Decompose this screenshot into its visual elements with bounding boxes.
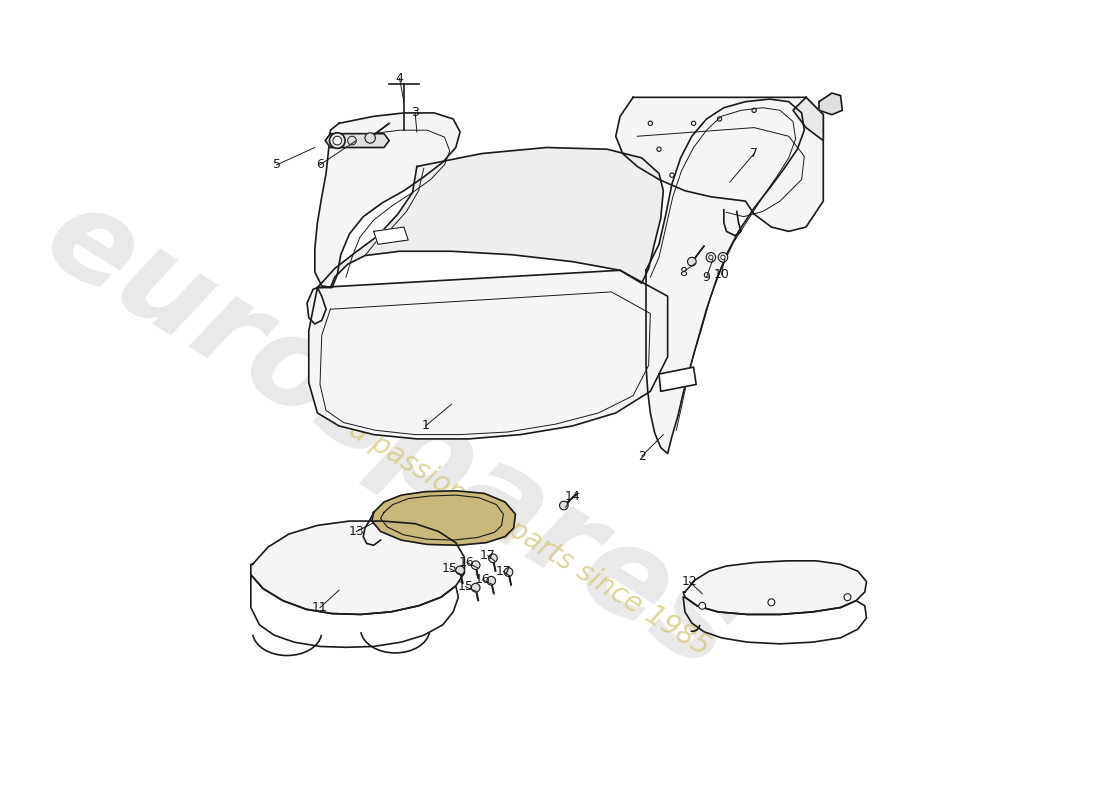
Circle shape [844,594,851,601]
Circle shape [706,253,716,262]
Text: 8: 8 [679,266,688,278]
Circle shape [471,583,480,592]
Polygon shape [251,521,464,614]
Text: 6: 6 [316,158,323,171]
Text: 5: 5 [273,158,280,171]
Text: 9: 9 [703,270,711,284]
Text: 11: 11 [312,601,328,614]
Polygon shape [307,287,326,324]
Circle shape [718,253,728,262]
Polygon shape [793,98,823,141]
Circle shape [348,136,356,145]
Polygon shape [616,98,823,231]
Polygon shape [374,227,408,244]
Polygon shape [318,147,663,287]
Circle shape [330,133,345,148]
Text: eurospares: eurospares [24,174,758,695]
Polygon shape [683,561,867,614]
Text: 4: 4 [396,72,404,85]
Circle shape [768,599,774,606]
Text: 12: 12 [681,575,697,588]
Circle shape [504,568,513,577]
Text: a passion for parts since 1985: a passion for parts since 1985 [344,415,715,662]
Text: 13: 13 [349,525,364,538]
Circle shape [708,255,713,259]
Text: 16: 16 [475,574,491,586]
Polygon shape [646,99,804,454]
Circle shape [455,566,464,574]
Circle shape [488,554,497,562]
Circle shape [471,561,480,570]
Polygon shape [659,367,696,391]
Text: 15: 15 [442,562,458,575]
Text: 10: 10 [713,268,729,281]
Circle shape [487,577,496,585]
Circle shape [698,602,706,610]
Text: 17: 17 [480,549,496,562]
Text: 7: 7 [750,147,758,160]
Circle shape [688,258,696,266]
Text: 15: 15 [458,580,473,594]
Polygon shape [372,490,516,546]
Text: 14: 14 [564,490,581,503]
Circle shape [365,133,375,143]
Circle shape [333,136,342,145]
Polygon shape [309,270,668,439]
Text: 17: 17 [495,565,512,578]
Text: 2: 2 [638,450,646,462]
Polygon shape [326,134,389,147]
Text: 16: 16 [459,556,475,569]
Polygon shape [315,113,460,287]
Circle shape [720,255,725,259]
Text: 3: 3 [411,106,419,119]
Text: 1: 1 [421,419,429,433]
Polygon shape [820,93,843,114]
Circle shape [560,501,569,510]
